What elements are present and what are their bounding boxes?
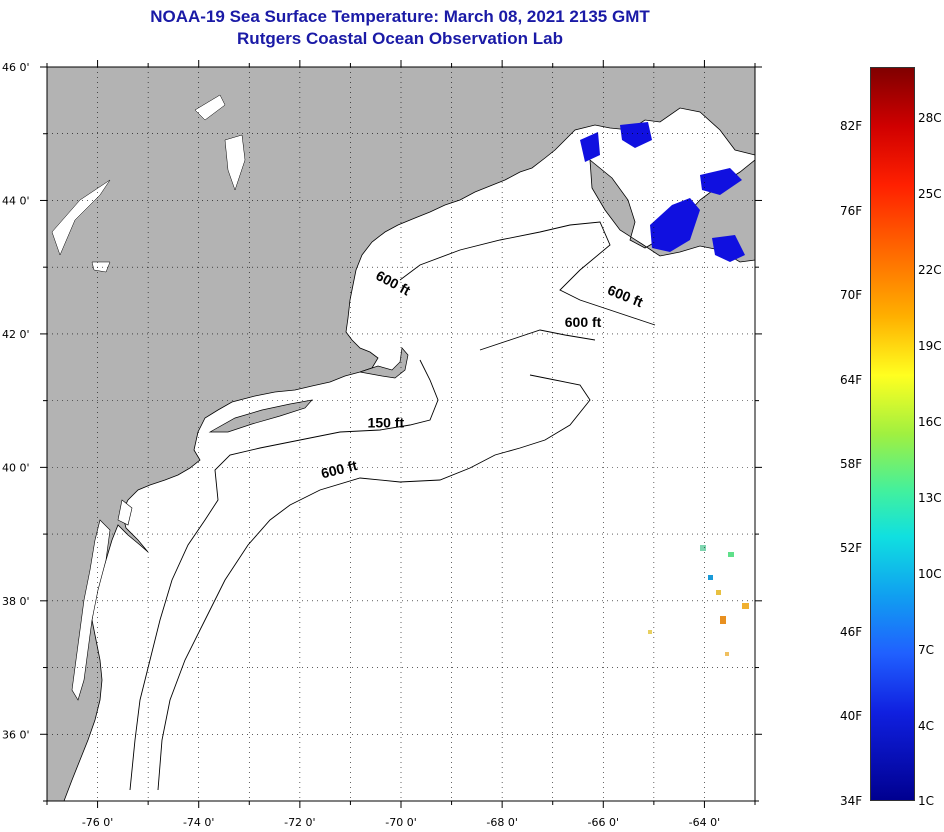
colorbar-c-label: 10C bbox=[918, 567, 942, 581]
colorbar-c-label: 25C bbox=[918, 187, 942, 201]
colorbar-f-label: 58F bbox=[840, 457, 863, 471]
lat-tick-label: 40 0' bbox=[2, 461, 30, 474]
inland-lakes bbox=[51, 94, 246, 273]
title-line-1: NOAA-19 Sea Surface Temperature: March 0… bbox=[150, 7, 650, 26]
lon-tick-label: -70 0' bbox=[385, 816, 417, 829]
colorbar-f-label: 40F bbox=[840, 709, 863, 723]
lon-tick-label: -64 0' bbox=[689, 816, 721, 829]
lat-tick-label: 42 0' bbox=[2, 328, 30, 341]
lat-tick-label: 36 0' bbox=[2, 728, 30, 741]
colorbar-c-label: 13C bbox=[918, 491, 942, 505]
colorbar-c-label: 16C bbox=[918, 415, 942, 429]
lat-tick-label: 44 0' bbox=[2, 194, 30, 207]
delaware-bay bbox=[117, 499, 133, 526]
bathymetry-contours bbox=[129, 221, 656, 791]
warm-sst-patches bbox=[648, 545, 749, 656]
cold-sst-patches bbox=[580, 122, 745, 262]
colorbar-f-label: 34F bbox=[840, 794, 863, 808]
lon-tick-label: -76 0' bbox=[82, 816, 114, 829]
axis-ticks bbox=[40, 60, 762, 808]
lat-tick-label: 46 0' bbox=[2, 61, 30, 74]
colorbar-c-label: 7C bbox=[918, 643, 935, 657]
lon-tick-label: -68 0' bbox=[486, 816, 518, 829]
cape-cod bbox=[359, 347, 409, 379]
colorbar-c-label: 4C bbox=[918, 719, 935, 733]
map-title: NOAA-19 Sea Surface Temperature: March 0… bbox=[0, 6, 800, 50]
title-line-2: Rutgers Coastal Ocean Observation Lab bbox=[237, 29, 563, 48]
lon-tick-label: -66 0' bbox=[588, 816, 620, 829]
sst-colorbar bbox=[870, 67, 915, 801]
colorbar-f-label: 70F bbox=[840, 288, 863, 302]
contour-label: 150 ft bbox=[368, 414, 405, 430]
lon-tick-label: -72 0' bbox=[284, 816, 316, 829]
contour-label: 600 ft bbox=[565, 314, 602, 330]
axis-labels: -76 0' -74 0' -72 0' -70 0' -68 0' -66 0' -64 … bbox=[2, 61, 720, 829]
grid-lines bbox=[47, 67, 755, 801]
lon-tick-label: -74 0' bbox=[183, 816, 215, 829]
colorbar-c-label: 19C bbox=[918, 339, 942, 353]
colorbar-c-label: 1C bbox=[918, 794, 935, 808]
colorbar-f-label: 76F bbox=[840, 204, 863, 218]
lat-tick-label: 38 0' bbox=[2, 595, 30, 608]
chesapeake-bay bbox=[71, 519, 111, 701]
colorbar-f-label: 52F bbox=[840, 541, 863, 555]
colorbar-c-label: 28C bbox=[918, 111, 942, 125]
long-island bbox=[208, 399, 313, 433]
colorbar-f-label: 46F bbox=[840, 625, 863, 639]
colorbar-f-label: 82F bbox=[840, 119, 863, 133]
colorbar-c-label: 22C bbox=[918, 263, 942, 277]
colorbar-f-label: 64F bbox=[840, 373, 863, 387]
